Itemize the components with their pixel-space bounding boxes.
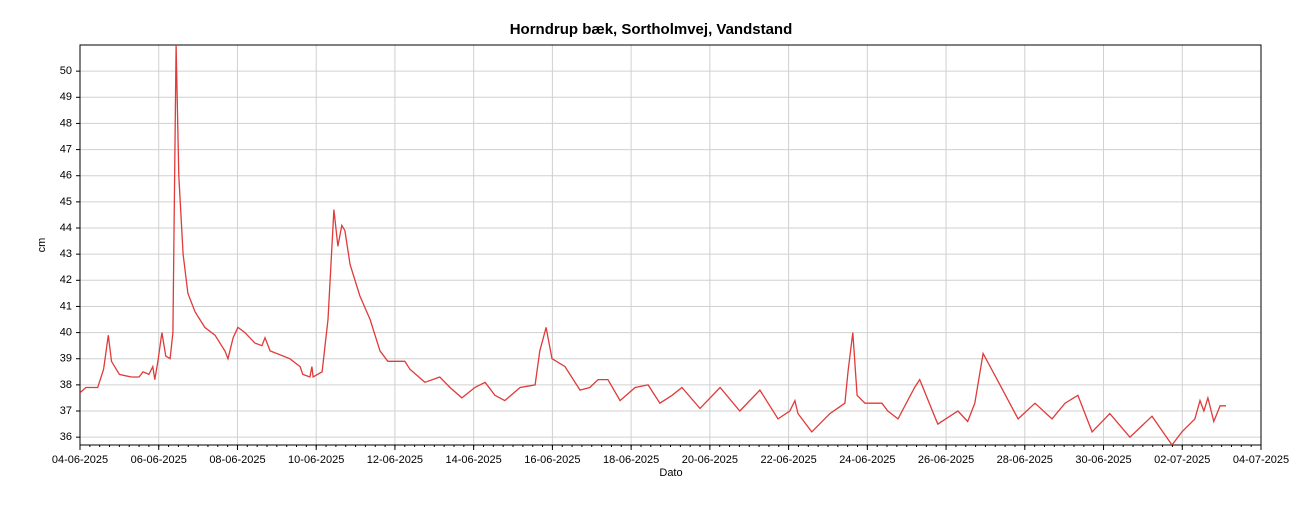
y-tick-label: 39 [60, 353, 72, 365]
y-tick-label: 46 [60, 170, 72, 182]
y-tick-label: 47 [60, 143, 72, 155]
y-axis-label: cm [36, 238, 48, 253]
x-tick-label: 20-06-2025 [682, 454, 738, 466]
data-line [80, 45, 1226, 445]
y-tick-label: 36 [60, 431, 72, 443]
x-tick-label: 26-06-2025 [918, 454, 974, 466]
x-tick-label: 28-06-2025 [997, 454, 1053, 466]
y-tick-label: 48 [60, 117, 72, 129]
x-tick-label: 18-06-2025 [603, 454, 659, 466]
y-tick-label: 40 [60, 326, 72, 338]
y-tick-label: 41 [60, 300, 72, 312]
y-tick-label: 50 [60, 65, 72, 77]
x-tick-label: 02-07-2025 [1154, 454, 1210, 466]
y-tick-label: 37 [60, 405, 72, 417]
x-tick-label: 04-06-2025 [52, 454, 108, 466]
x-tick-label: 04-07-2025 [1233, 454, 1289, 466]
x-tick-label: 22-06-2025 [760, 454, 816, 466]
x-tick-label: 24-06-2025 [839, 454, 895, 466]
y-tick-label: 43 [60, 248, 72, 260]
x-axis-label: Dato [659, 467, 682, 479]
plot-frame [79, 44, 1262, 446]
x-tick-label: 08-06-2025 [209, 454, 265, 466]
y-tick-label: 42 [60, 274, 72, 286]
y-tick-label: 49 [60, 91, 72, 103]
y-tick-label: 38 [60, 379, 72, 391]
y-tick-label: 44 [60, 222, 72, 234]
chart-title: Horndrup bæk, Sortholmvej, Vandstand [510, 21, 793, 38]
x-tick-label: 16-06-2025 [524, 454, 580, 466]
x-tick-label: 10-06-2025 [288, 454, 344, 466]
x-tick-label: 12-06-2025 [367, 454, 423, 466]
x-tick-label: 14-06-2025 [446, 454, 502, 466]
y-tick-label: 45 [60, 196, 72, 208]
x-tick-label: 06-06-2025 [131, 454, 187, 466]
x-tick-label: 30-06-2025 [1075, 454, 1131, 466]
